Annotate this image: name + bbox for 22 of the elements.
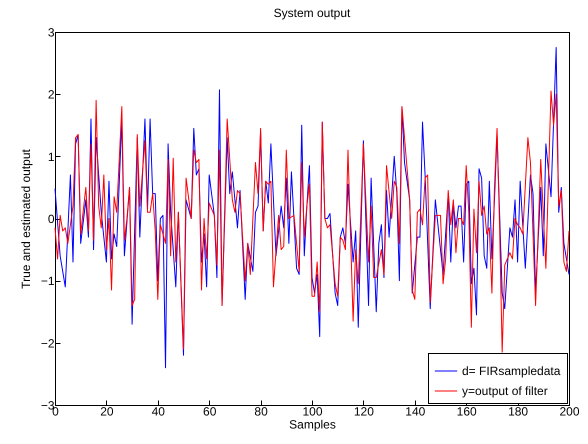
x-tick-label: 180 <box>508 404 528 418</box>
x-tick-label: 160 <box>456 404 478 418</box>
y-tick-label: 3 <box>48 26 55 40</box>
y-tick-label: −2 <box>40 336 55 350</box>
y-axis-title: True and estimated output <box>18 148 33 289</box>
chart-title: System output <box>274 6 352 20</box>
x-tick-label: 140 <box>405 404 426 418</box>
y-tick-label: −1 <box>40 274 55 288</box>
x-tick-label: 80 <box>254 404 268 418</box>
x-tick-label: 100 <box>302 404 323 418</box>
x-axis-title: Samples <box>289 418 336 432</box>
y-tick-label: 2 <box>48 88 55 102</box>
y-tick-label: 0 <box>48 212 55 226</box>
x-tick-label: 20 <box>100 404 114 418</box>
x-tick-label: 60 <box>203 404 217 418</box>
x-tick-label: 40 <box>152 404 166 418</box>
x-tick-label: 200 <box>559 404 580 418</box>
legend-label: d= FIRsampledata <box>462 364 561 378</box>
y-tick-label: 1 <box>48 150 55 164</box>
line-series <box>54 90 570 353</box>
legend-label: y=output of filter <box>462 384 548 398</box>
x-tick-label: 120 <box>354 404 374 418</box>
